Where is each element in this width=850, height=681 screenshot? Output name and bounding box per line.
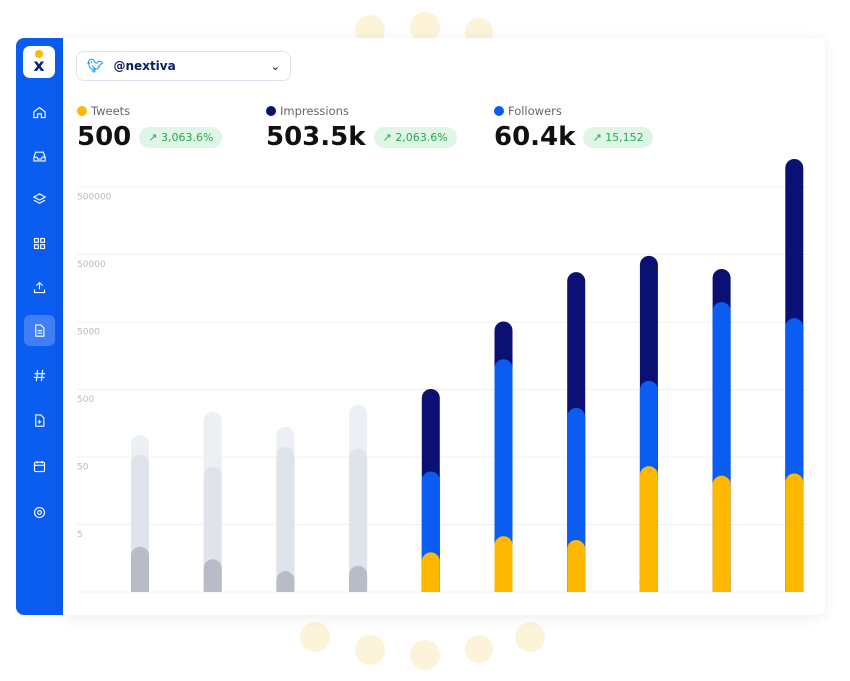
change-badge: ↗ 15,152 [583, 126, 653, 148]
account-handle: @nextiva [113, 59, 176, 73]
followers-bar [494, 359, 513, 592]
stat-value: 500 [77, 122, 132, 152]
settings-icon [33, 506, 46, 519]
sidebar-item-grid[interactable] [24, 228, 55, 259]
impressions-legend-dot [266, 106, 276, 116]
hashtag-icon [33, 369, 46, 382]
tweets-bar-base [494, 580, 513, 592]
layers-icon [32, 193, 47, 204]
stat-value: 60.4k [494, 122, 576, 152]
analytics-card: 🐦︎ @nextiva ⌄ Tweets 500 ↗ 3,063.6% Impre… [63, 38, 825, 615]
stat-label: Impressions [280, 104, 349, 118]
tweets-bar-base [712, 580, 731, 592]
home-icon [33, 106, 46, 119]
stat-value: 503.5k [266, 122, 366, 152]
y-tick-label: 5000 [77, 328, 100, 338]
nextiva-logo[interactable]: x [23, 46, 55, 78]
change-badge: ↗ 3,063.6% [139, 126, 223, 148]
inactive-bar-mid [276, 447, 295, 592]
tweets-legend-dot [77, 106, 87, 116]
account-selector[interactable]: 🐦︎ @nextiva ⌄ [76, 51, 291, 81]
stat-impressions: Impressions 503.5k ↗ 2,063.6% [266, 104, 457, 152]
tweets-bar-base [785, 580, 804, 592]
y-tick-label: 500 [77, 395, 94, 405]
chevron-down-icon: ⌄ [270, 59, 280, 73]
inbox-icon [33, 151, 46, 162]
tweets-bar [639, 466, 658, 592]
y-tick-label: 500000 [77, 193, 112, 203]
change-badge: ↗ 2,063.6% [373, 126, 457, 148]
tweets-bar [494, 536, 513, 592]
followers-legend-dot [494, 106, 504, 116]
sidebar-item-inbox[interactable] [24, 141, 55, 172]
y-tick-label: 5 [77, 530, 83, 540]
stat-label: Tweets [91, 104, 131, 118]
stat-label: Followers [508, 104, 562, 118]
tweets-bar [712, 475, 731, 592]
sidebar-item-home[interactable] [24, 97, 55, 128]
sidebar-item-hashtag[interactable] [24, 360, 55, 391]
bar-chart: 5 50 500 5000 50000 500000 [77, 158, 808, 593]
y-tick-label: 50 [77, 463, 89, 473]
y-tick-label: 50000 [77, 260, 106, 270]
tweets-bar-base [421, 580, 440, 592]
sidebar-item-file-plus[interactable] [24, 405, 55, 436]
sidebar-item-upload[interactable] [24, 272, 55, 303]
sidebar-item-document[interactable] [24, 315, 55, 346]
calendar-icon [33, 460, 46, 473]
stat-tweets: Tweets 500 ↗ 3,063.6% [77, 104, 223, 152]
file-plus-icon [35, 414, 45, 427]
stat-followers: Followers 60.4k ↗ 15,152 [494, 104, 653, 152]
inactive-bar-inner-base [276, 580, 295, 592]
sidebar-item-calendar[interactable] [24, 451, 55, 482]
inactive-bar-inner-base [203, 580, 222, 592]
inactive-bar-inner-base [131, 580, 149, 592]
tweets-bar [567, 539, 586, 592]
document-icon [35, 324, 45, 337]
tweets-bar [785, 473, 804, 592]
sidebar-item-layers[interactable] [24, 184, 55, 215]
tweets-bar-base [567, 580, 586, 592]
tweets-bar-base [639, 580, 658, 592]
inactive-bar-inner-base [349, 580, 368, 592]
twitter-icon: 🐦︎ [87, 58, 104, 74]
grid-icon [33, 237, 46, 250]
sidebar: x [16, 38, 63, 615]
upload-icon [33, 281, 46, 294]
inactive-bar-mid [349, 448, 368, 592]
sidebar-item-settings[interactable] [24, 497, 55, 528]
